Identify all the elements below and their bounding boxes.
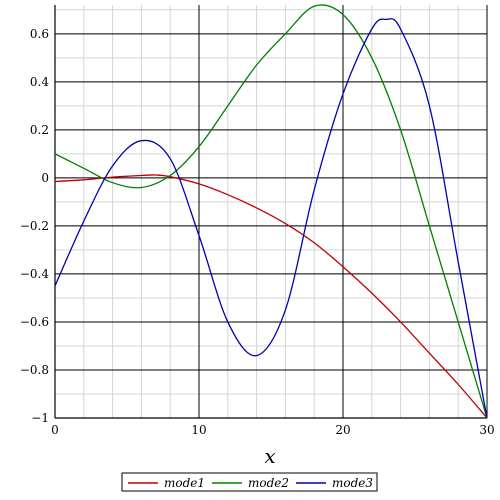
y-tick-label: −0.2 bbox=[20, 219, 49, 233]
y-tick-label: −0.4 bbox=[20, 267, 50, 281]
y-tick-label: 0.2 bbox=[30, 123, 49, 137]
y-tick-label: −0.8 bbox=[20, 363, 49, 377]
y-tick-label: 0.4 bbox=[30, 75, 49, 89]
series-line-mode1 bbox=[54, 174, 488, 419]
legend-box bbox=[121, 472, 378, 492]
y-tick-label: 0 bbox=[41, 171, 49, 185]
x-tick-label: 20 bbox=[335, 423, 350, 437]
legend-label-mode1: mode1 bbox=[164, 476, 205, 490]
legend: mode1 mode2 mode3 bbox=[121, 472, 378, 492]
grid bbox=[54, 5, 488, 419]
axes: 0 10 20 30 −1 −0.8 −0.6 −0.4 −0.2 0 0.2 0.4 0.6 bbox=[20, 5, 495, 437]
x-tick-label: 10 bbox=[191, 423, 206, 437]
y-tick-label: 0.6 bbox=[30, 27, 49, 41]
legend-label-mode2: mode2 bbox=[248, 476, 289, 490]
plot-area bbox=[55, 5, 487, 418]
y-tick-label: −1 bbox=[31, 411, 49, 425]
series-line-mode2 bbox=[54, 4, 488, 419]
series-line-mode3 bbox=[54, 18, 488, 419]
legend-label-mode3: mode3 bbox=[332, 476, 373, 490]
x-tick-label: 30 bbox=[479, 423, 494, 437]
x-axis-title: x bbox=[264, 444, 275, 468]
x-tick-label: 0 bbox=[51, 423, 59, 437]
y-tick-label: −0.6 bbox=[20, 315, 49, 329]
series-lines bbox=[54, 4, 488, 419]
